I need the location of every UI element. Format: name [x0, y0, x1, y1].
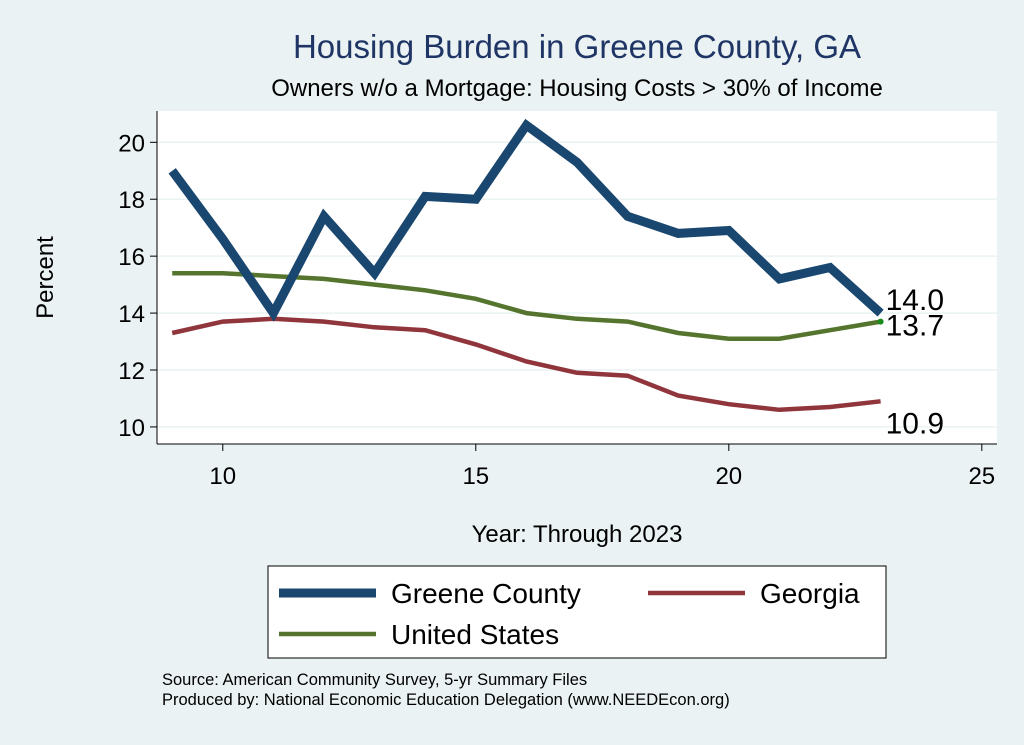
series-line-georgia [171, 316, 881, 413]
legend-label-united-states: United States [391, 619, 559, 650]
y-tick-label-10: 10 [118, 415, 145, 442]
legend-label-greene-county: Greene County [391, 578, 581, 609]
united-states-end-marker [877, 318, 884, 325]
y-tick-label-20: 20 [118, 130, 145, 157]
y-tick-label-12: 12 [118, 358, 145, 385]
legend-label-georgia: Georgia [760, 578, 860, 609]
x-tick-label-15: 15 [462, 463, 489, 490]
y-axis-title: Percent [32, 236, 59, 319]
y-tick-label-18: 18 [118, 187, 145, 214]
end-label-united-states: 13.7 [886, 310, 944, 343]
chart-subtitle: Owners w/o a Mortgage: Housing Costs > 3… [271, 75, 883, 102]
end-label-greene-county: 14.0 [886, 284, 944, 317]
chart-title: Housing Burden in Greene County, GA [292, 28, 862, 65]
x-tick-label-25: 25 [968, 463, 995, 490]
end-label-georgia: 10.9 [886, 407, 944, 440]
source-note: Source: American Community Survey, 5-yr … [162, 671, 588, 689]
x-axis-title: Year: Through 2023 [472, 521, 683, 548]
legend-box [267, 565, 887, 659]
x-tick-label-10: 10 [209, 463, 236, 490]
series-line-greene-county [168, 118, 884, 322]
y-tick-label-14: 14 [118, 301, 145, 328]
y-tick-label-16: 16 [118, 244, 145, 271]
producer-note: Produced by: National Economic Education… [162, 691, 730, 709]
x-tick-label-20: 20 [715, 463, 742, 490]
